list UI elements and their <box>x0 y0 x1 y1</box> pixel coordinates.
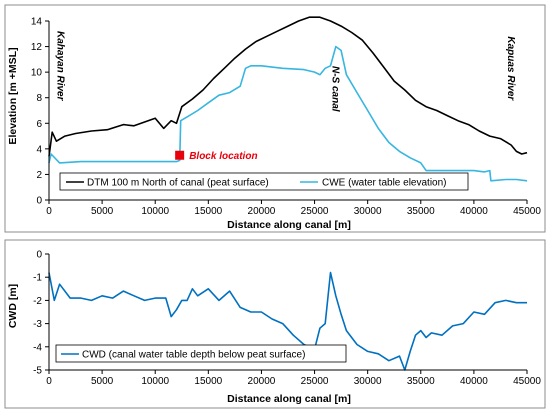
y-tick-label: -5 <box>33 366 42 377</box>
x-tick-label: 10000 <box>141 376 169 387</box>
legend-label-cwd: CWD (canal water table depth below peat … <box>82 350 305 361</box>
top-chart-annotations: Kahayan River N-S canal Kapuas River Block … <box>54 31 515 162</box>
y-tick-label: -4 <box>33 342 42 353</box>
x-tick-label: 30000 <box>354 206 382 217</box>
top-legend-box <box>59 172 469 191</box>
y-tick-label: 0 <box>36 196 42 207</box>
x-tick-label: 0 <box>46 206 52 217</box>
x-tick-label: 40000 <box>460 376 488 387</box>
bottom-y-axis-label: CWD [m] <box>7 284 19 328</box>
y-tick-label: 0 <box>36 250 42 261</box>
x-tick-label: 20000 <box>248 376 276 387</box>
x-tick-label: 40000 <box>460 206 488 217</box>
x-tick-label: 15000 <box>194 206 222 217</box>
x-tick-label: 0 <box>46 376 52 387</box>
top-chart-series <box>48 16 528 182</box>
bottom-panel-frame <box>4 239 546 409</box>
top-x-axis-label: Distance along canal [m] <box>227 219 351 231</box>
x-tick-label: 45000 <box>513 206 541 217</box>
x-tick-label: 20000 <box>248 206 276 217</box>
x-tick-label: 35000 <box>407 206 435 217</box>
bottom-legend-box <box>55 344 347 363</box>
y-tick-label: 2 <box>36 170 42 181</box>
top-chart-axes <box>48 21 527 201</box>
x-tick-label: 5000 <box>91 206 114 217</box>
y-tick-label: 12 <box>31 42 43 53</box>
y-tick-label: -1 <box>33 273 42 284</box>
x-tick-label: 30000 <box>354 376 382 387</box>
x-tick-label: 35000 <box>407 376 435 387</box>
chart-annotation: Kahayan River <box>54 31 65 102</box>
x-tick-label: 10000 <box>141 206 169 217</box>
bottom-x-axis-label: Distance along canal [m] <box>227 393 351 405</box>
x-tick-label: 15000 <box>194 376 222 387</box>
top-y-axis-label: Elevation [m +MSL] <box>7 47 19 144</box>
chart-annotation: N-S canal <box>330 66 341 112</box>
bottom-chart-series <box>48 271 527 371</box>
y-tick-label: 10 <box>31 68 43 79</box>
y-tick-label: 4 <box>36 144 42 155</box>
top-panel-frame <box>4 4 546 233</box>
bottom-chart-axes <box>48 254 527 371</box>
series-line-0-1 <box>48 45 528 182</box>
y-tick-label: -2 <box>33 296 42 307</box>
y-tick-label: -3 <box>33 319 42 330</box>
y-tick-label: 6 <box>36 119 42 130</box>
x-tick-label: 5000 <box>91 376 114 387</box>
x-tick-label: 25000 <box>301 376 329 387</box>
top-legend: DTM 100 m North of canal (peat surface) … <box>59 172 469 191</box>
legend-label-cwe: CWE (water table elevation) <box>322 178 447 189</box>
chart-annotation: Block location <box>189 151 257 162</box>
bottom-chart-x-ticks: 0 5000 10000 15000 20000 25000 30000 35000 40000… <box>46 370 541 387</box>
x-tick-label: 25000 <box>301 206 329 217</box>
legend-label-dtm: DTM 100 m North of canal (peat surface) <box>87 178 269 189</box>
x-tick-label: 45000 <box>513 376 541 387</box>
series-line-0-0 <box>48 16 528 157</box>
bottom-legend: CWD (canal water table depth below peat … <box>55 344 347 363</box>
y-tick-label: 14 <box>31 17 43 28</box>
y-tick-label: 8 <box>36 93 42 104</box>
series-line-1-0 <box>48 271 527 371</box>
bottom-chart-y-ticks: 0 -1 -2 -3 -4 -5 <box>33 250 49 377</box>
chart-annotation: Kapuas River <box>505 36 516 101</box>
top-chart-y-ticks: 0 2 4 6 8 10 12 14 <box>31 17 49 207</box>
top-chart-x-ticks: 0 5000 10000 15000 20000 25000 30000 35000 40000… <box>46 200 541 217</box>
block-location-marker <box>175 150 185 160</box>
